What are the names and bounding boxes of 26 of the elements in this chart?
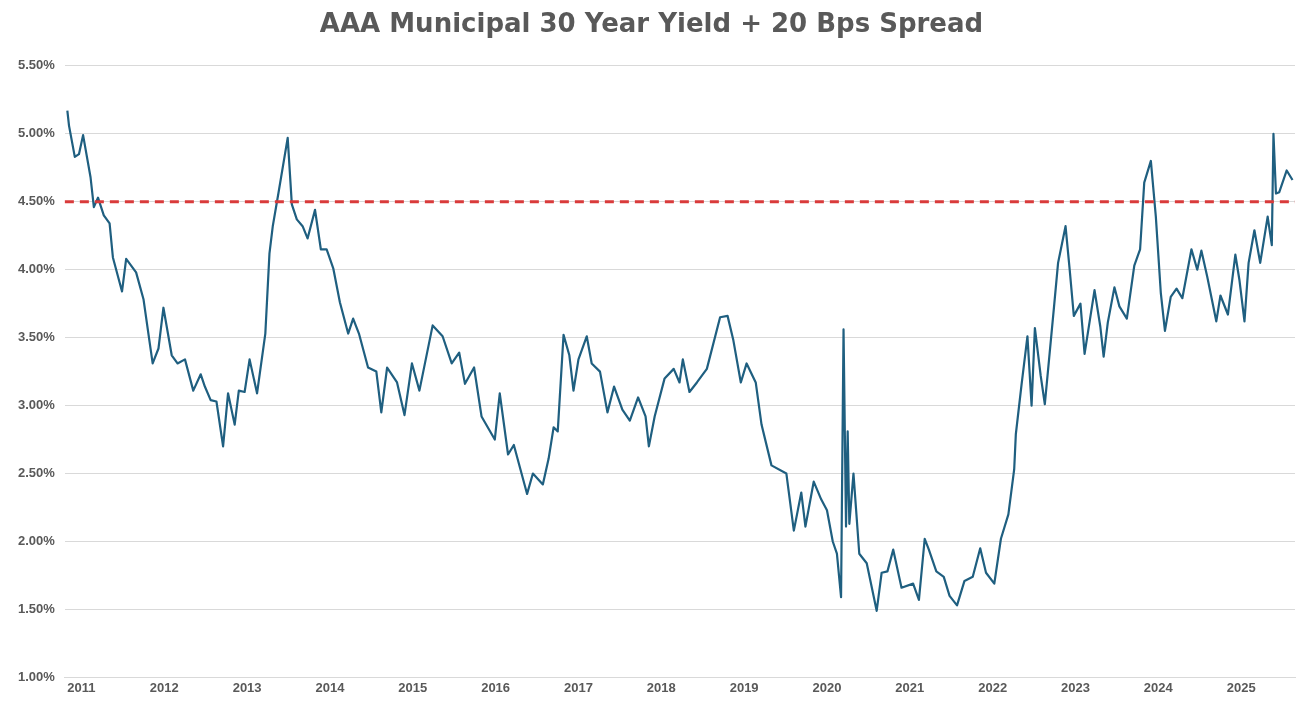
y-tick-label: 4.00% [17,261,56,277]
y-tick-label: 1.50% [17,601,56,617]
y-tick-label: 2.50% [17,465,56,481]
x-tick-label: 2022 [978,679,1008,695]
chart-title: AAA Municipal 30 Year Yield + 20 Bps Spread [318,8,985,38]
y-tick-label: 3.50% [17,329,56,345]
x-tick-label: 2024 [1143,679,1174,695]
x-tick-label: 2014 [315,679,346,695]
x-tick-label: 2020 [812,679,842,695]
y-tick-label: 5.00% [17,125,56,141]
x-tick-label: 2018 [646,679,676,695]
x-tick-label: 2023 [1061,679,1090,695]
y-tick-label: 1.00% [17,668,56,684]
x-tick-label: 2021 [895,679,925,695]
y-tick-label: 5.50% [17,57,56,73]
x-tick-label: 2013 [232,679,262,695]
x-tick-label: 2019 [729,679,759,695]
x-tick-label: 2016 [481,679,511,695]
x-tick-label: 2011 [67,679,96,695]
x-tick-label: 2025 [1226,679,1256,695]
y-tick-label: 2.00% [17,533,56,549]
y-tick-label: 4.50% [17,193,56,209]
x-tick-label: 2017 [563,679,593,695]
x-tick-label: 2015 [398,679,428,695]
x-tick-label: 2012 [149,679,179,695]
y-tick-label: 3.00% [17,397,56,413]
